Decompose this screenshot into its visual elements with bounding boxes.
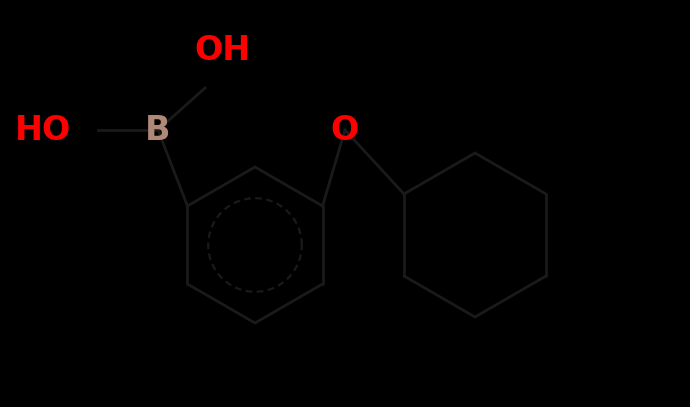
Text: B: B [146,114,170,147]
Text: HO: HO [15,114,71,147]
Text: OH: OH [194,33,250,66]
Text: O: O [331,114,359,147]
